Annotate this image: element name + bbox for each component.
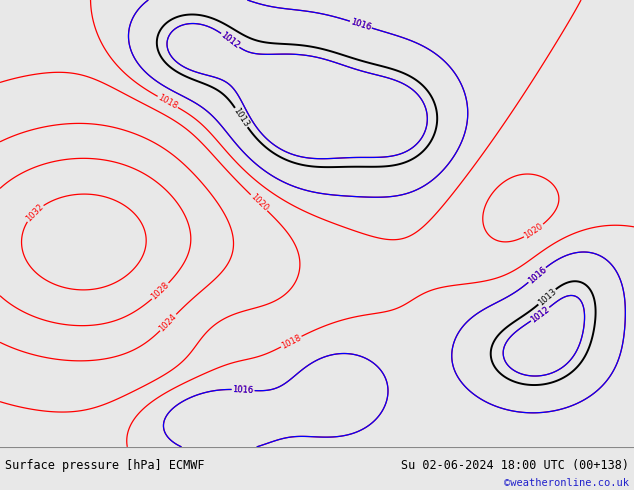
Text: Su 02-06-2024 18:00 UTC (00+138): Su 02-06-2024 18:00 UTC (00+138): [401, 459, 629, 472]
Text: 1012: 1012: [219, 30, 242, 50]
Text: 1016: 1016: [349, 17, 372, 32]
Text: 1016: 1016: [232, 385, 254, 395]
Text: 1020: 1020: [249, 192, 269, 213]
Text: 1012: 1012: [529, 304, 552, 324]
Text: 1016: 1016: [232, 385, 254, 395]
Text: 1020: 1020: [522, 221, 545, 241]
Text: 1016: 1016: [526, 265, 548, 285]
Text: 1018: 1018: [157, 93, 179, 111]
Text: 1018: 1018: [280, 333, 302, 350]
Text: 1013: 1013: [536, 287, 558, 307]
Text: 1024: 1024: [158, 312, 179, 333]
Text: ©weatheronline.co.uk: ©weatheronline.co.uk: [504, 478, 629, 488]
Text: Surface pressure [hPa] ECMWF: Surface pressure [hPa] ECMWF: [5, 459, 205, 472]
Text: 1012: 1012: [219, 30, 242, 50]
Text: 1028: 1028: [150, 281, 171, 302]
Text: 1013: 1013: [231, 106, 251, 129]
Text: 1012: 1012: [529, 304, 552, 324]
Text: 1032: 1032: [24, 202, 45, 223]
Text: 1016: 1016: [349, 17, 372, 32]
Text: 1016: 1016: [526, 265, 548, 285]
